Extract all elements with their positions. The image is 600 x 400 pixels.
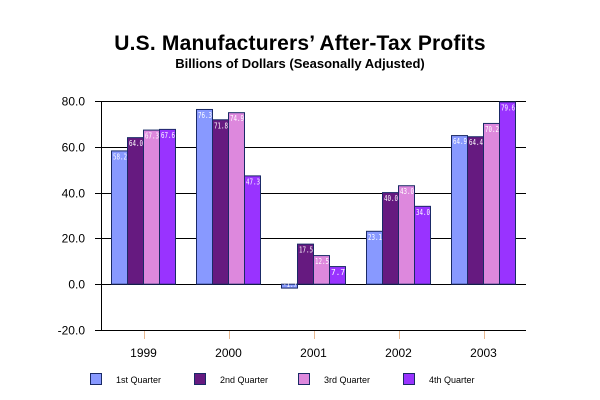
bar-1st-quarter-1999 — [111, 150, 128, 285]
legend-swatch — [403, 373, 415, 385]
data-label: 7.7 — [331, 268, 345, 277]
bar-2nd-quarter-2000 — [212, 119, 229, 285]
data-label: -1.7 — [283, 280, 297, 289]
legend-swatch — [194, 373, 206, 385]
chart-title: U.S. Manufacturers’ After-Tax Profits — [114, 32, 486, 55]
data-label: 76.3 — [198, 111, 212, 120]
bar-1st-quarter-2000 — [196, 108, 213, 285]
data-label: 43.0 — [400, 187, 414, 196]
x-tick-label: 2003 — [470, 346, 497, 360]
bar-3rd-quarter-2003 — [483, 122, 500, 285]
data-label: 23.1 — [368, 233, 382, 242]
bar-3rd-quarter-2002 — [398, 185, 415, 285]
bar-3rd-quarter-1999 — [143, 129, 160, 285]
bar-4th-quarter-2003 — [499, 101, 516, 285]
y-tick-label: -20.0 — [58, 324, 86, 338]
data-label: 74.9 — [230, 114, 244, 123]
bar-4th-quarter-1999 — [159, 128, 176, 285]
legend-label: 2nd Quarter — [220, 375, 268, 385]
bar-4th-quarter-2002 — [414, 205, 431, 285]
data-label: 64.9 — [453, 137, 467, 146]
legend-swatch — [90, 373, 102, 385]
data-label: 64.0 — [129, 139, 143, 148]
bar-4th-quarter-2001 — [329, 266, 346, 285]
data-label: 47.3 — [246, 177, 260, 186]
data-label: 70.2 — [485, 125, 499, 134]
bar-2nd-quarter-1999 — [127, 137, 144, 285]
data-label: 58.2 — [113, 152, 127, 161]
legend-item-4: 4th Quarter — [403, 373, 475, 385]
legend-swatch — [298, 373, 310, 385]
axes: 80.0 60.0 40.0 20.0 0.0 -20.0 1999 2000 2001 2002… — [58, 95, 498, 361]
legend-item-3: 3rd Quarter — [298, 373, 370, 385]
data-label: 12.5 — [315, 257, 329, 266]
legend-item-2: 2nd Quarter — [194, 373, 268, 385]
legend-label: 4th Quarter — [429, 375, 475, 385]
y-tick-label: 60.0 — [62, 141, 86, 155]
bar-2nd-quarter-2002 — [382, 192, 399, 285]
data-label: 79.6 — [501, 103, 515, 112]
y-tick-label: 80.0 — [62, 95, 86, 109]
legend-label: 1st Quarter — [116, 375, 161, 385]
data-label: 67.3 — [145, 132, 159, 141]
x-tick-label: 1999 — [130, 346, 157, 360]
chart-subtitle: Billions of Dollars (Seasonally Adjusted… — [175, 56, 425, 71]
legend-label: 3rd Quarter — [324, 375, 370, 385]
data-label: 71.8 — [214, 121, 228, 130]
data-label: 67.6 — [161, 131, 175, 140]
bar-3rd-quarter-2000 — [228, 112, 245, 285]
y-tick-label: 40.0 — [62, 187, 86, 201]
data-label: 34.0 — [416, 208, 430, 217]
legend: 1st Quarter 2nd Quarter 3rd Quarter 4th Qua… — [90, 373, 475, 385]
y-tick-label: 0.0 — [68, 278, 85, 292]
bar-2nd-quarter-2003 — [467, 136, 484, 285]
bar-1st-quarter-2001 — [281, 283, 298, 289]
bars: 58.264.067.3 67.6 76.371.874.9 47.3 -1.7 17.5… — [111, 101, 516, 289]
x-tick-label: 2001 — [300, 346, 327, 360]
data-label: 17.5 — [299, 246, 313, 255]
bar-1st-quarter-2003 — [451, 135, 468, 285]
x-tick-label: 2000 — [215, 346, 242, 360]
legend-item-1: 1st Quarter — [90, 373, 161, 385]
x-tick-label: 2002 — [385, 346, 412, 360]
data-label: 64.4 — [469, 138, 483, 147]
y-tick-label: 20.0 — [62, 232, 86, 246]
data-label: 40.0 — [384, 194, 398, 203]
bar-4th-quarter-2000 — [244, 175, 261, 285]
